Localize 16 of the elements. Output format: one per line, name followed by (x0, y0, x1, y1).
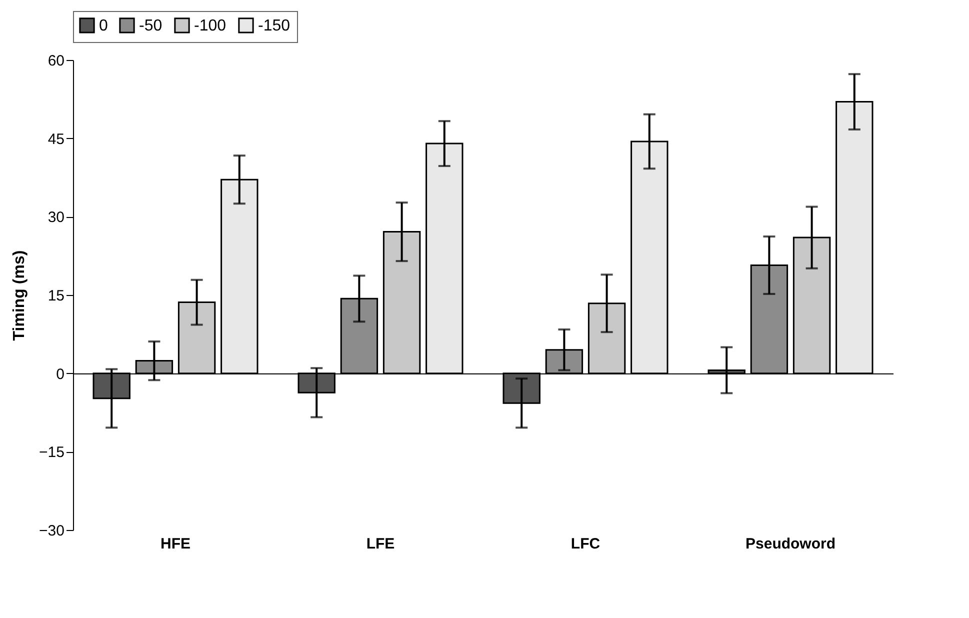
x-tick-label: LFC (570, 536, 600, 552)
y-tick-label: 0 (56, 366, 64, 383)
legend-label: 0 (99, 17, 108, 34)
y-tick-label: 45 (48, 130, 64, 148)
legend-label: -100 (194, 17, 226, 34)
x-tick-label: LFE (366, 536, 395, 552)
x-tick-label: Pseudoword (745, 536, 836, 552)
y-tick-label: −15 (39, 444, 64, 462)
legend-label: -50 (139, 17, 162, 34)
legend-label: -150 (258, 17, 290, 34)
y-tick-label: 15 (48, 288, 64, 304)
x-tick-label: HFE (160, 536, 190, 552)
y-tick-label: 30 (48, 209, 64, 226)
y-tick-label: −30 (39, 522, 64, 540)
y-axis-title: Timing (ms) (11, 250, 28, 341)
y-tick-label: 60 (48, 52, 64, 70)
